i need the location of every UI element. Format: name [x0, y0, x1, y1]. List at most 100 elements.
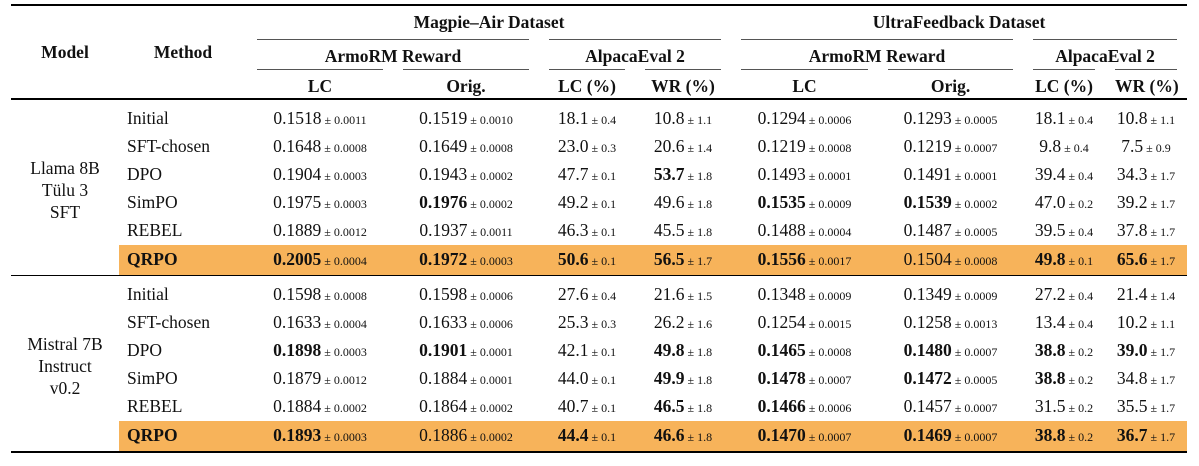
result-std: ± 0.0003: [324, 429, 367, 444]
result-value: 21.6: [653, 283, 685, 304]
result-cell: 21.6 ± 1.5: [635, 276, 731, 309]
result-std: ± 0.3: [591, 316, 617, 331]
result-value: 9.8: [1039, 135, 1062, 156]
result-std: ± 1.7: [1150, 401, 1176, 416]
result-std: ± 0.0006: [808, 112, 852, 127]
result-cell: 0.1886 ± 0.0002: [393, 421, 539, 453]
result-std: ± 0.0009: [954, 288, 998, 303]
result-std: ± 0.0003: [324, 168, 367, 183]
result-cell: 26.2 ± 1.6: [635, 308, 731, 336]
model-name: Llama 8B Tülu 3 SFT: [11, 99, 119, 276]
result-value: 0.1879: [273, 368, 322, 389]
result-std: ± 1.7: [1150, 225, 1176, 240]
result-value: 0.1889: [273, 220, 322, 241]
method-name: SimPO: [127, 192, 178, 213]
result-std: ± 1.4: [1150, 288, 1176, 303]
result-cell: 56.5 ± 1.7: [635, 244, 732, 276]
result-value: 39.4: [1034, 163, 1066, 184]
result-std: ± 0.4: [1068, 168, 1094, 183]
result-value: 65.6: [1116, 248, 1148, 269]
result-std: ± 0.1: [591, 168, 617, 183]
result-std: ± 1.7: [1150, 345, 1176, 360]
result-value: 31.5: [1034, 396, 1066, 417]
result-cell: 49.8 ± 1.8: [635, 337, 731, 365]
header-subcol-label: WR (%): [1115, 68, 1179, 97]
header-metric-label: AlpacaEval 2: [549, 38, 722, 67]
table-row: SimPO 0.1975 ± 0.0003 0.1976 ± 0.0002 49.2 ± 0…: [11, 189, 1187, 217]
result-cell: 44.0 ± 0.1: [539, 365, 635, 393]
result-value: 0.1535: [757, 192, 806, 213]
result-cell: 45.5 ± 1.8: [635, 217, 731, 245]
header-subcol: LC (%): [1023, 67, 1105, 99]
result-value: 0.1893: [273, 424, 322, 445]
results-table: Model Method Magpie–Air Dataset UltraFee…: [11, 4, 1188, 453]
result-std: ± 1.1: [1150, 316, 1176, 331]
result-std: ± 0.0004: [808, 225, 852, 240]
result-cell: 0.1519 ± 0.0010: [393, 99, 539, 132]
header-subcol-label: Orig.: [403, 68, 529, 97]
result-std: ± 0.4: [1068, 112, 1094, 127]
result-value: 0.1488: [757, 220, 806, 241]
result-value: 0.1556: [757, 248, 806, 269]
result-value: 0.1649: [419, 135, 468, 156]
result-std: ± 0.4: [591, 112, 617, 127]
result-value: 0.1518: [273, 107, 322, 128]
result-std: ± 0.4: [591, 288, 617, 303]
result-std: ± 0.2: [1068, 373, 1094, 388]
result-cell: 47.7 ± 0.1: [539, 160, 635, 188]
result-cell: 0.1598 ± 0.0008: [247, 276, 393, 309]
result-cell: 50.6 ± 0.1: [539, 244, 635, 276]
result-std: ± 0.0004: [324, 316, 367, 331]
result-value: 0.1976: [419, 192, 468, 213]
result-value: 46.3: [557, 220, 589, 241]
result-cell: 0.1488 ± 0.0004: [731, 217, 878, 245]
result-std: ± 1.7: [1150, 253, 1176, 268]
header-subcol: LC: [731, 67, 878, 99]
result-std: ± 1.8: [687, 197, 713, 212]
table-row: Llama 8B Tülu 3 SFT Initial 0.1518 ± 0.0011 0.…: [11, 99, 1187, 222]
header-metric: ArmoRM Reward: [731, 38, 1023, 67]
result-std: ± 0.0007: [808, 429, 852, 444]
result-cell: 0.1975 ± 0.0003: [247, 189, 393, 217]
result-cell: 18.1 ± 0.4: [1023, 99, 1105, 132]
model-name: Mistral 7B Instruct v0.2: [11, 276, 119, 453]
result-cell: 0.1884 ± 0.0001: [393, 365, 539, 393]
result-cell: 0.1518 ± 0.0011: [247, 99, 393, 132]
result-value: 0.1886: [419, 424, 468, 445]
result-cell: 0.1889 ± 0.0012: [247, 217, 393, 245]
result-std: ± 0.1: [591, 225, 617, 240]
model-name-line: Tülu 3: [41, 179, 89, 200]
result-value: 49.8: [1034, 248, 1066, 269]
result-value: 0.1943: [419, 163, 468, 184]
result-cell: 38.8 ± 0.2: [1023, 421, 1106, 453]
model-name-line: SFT: [49, 201, 81, 222]
result-cell: 0.1633 ± 0.0006: [393, 308, 539, 336]
result-std: ± 0.0008: [954, 253, 998, 268]
header-metric-label: AlpacaEval 2: [1033, 38, 1178, 67]
method-name: SFT-chosen: [127, 135, 210, 156]
result-value: 0.1219: [903, 135, 952, 156]
result-std: ± 0.4: [1068, 288, 1094, 303]
result-std: ± 0.0001: [470, 373, 513, 388]
result-cell: 23.0 ± 0.3: [539, 132, 635, 160]
result-std: ± 0.0007: [808, 373, 852, 388]
result-cell: 0.1480 ± 0.0007: [878, 337, 1023, 365]
result-cell: 27.6 ± 0.4: [539, 276, 635, 309]
result-std: ± 0.1: [591, 373, 617, 388]
method-name: REBEL: [127, 396, 183, 417]
result-value: 45.5: [653, 220, 685, 241]
result-std: ± 0.0015: [808, 316, 852, 331]
result-std: ± 1.5: [687, 288, 713, 303]
result-std: ± 0.0002: [324, 401, 367, 416]
result-std: ± 0.0012: [324, 373, 367, 388]
result-value: 0.1219: [757, 135, 806, 156]
result-cell: 0.1898 ± 0.0003: [247, 337, 393, 365]
header-subcol-label: LC (%): [1033, 68, 1096, 97]
result-cell: 0.1864 ± 0.0002: [393, 393, 539, 421]
result-cell: 46.6 ± 1.8: [635, 421, 732, 453]
result-cell: 44.4 ± 0.1: [539, 421, 635, 453]
result-value: 0.1487: [903, 220, 952, 241]
result-std: ± 0.0008: [324, 288, 367, 303]
result-cell: 0.1556 ± 0.0017: [731, 244, 879, 276]
result-cell: 0.1976 ± 0.0002: [393, 189, 539, 217]
